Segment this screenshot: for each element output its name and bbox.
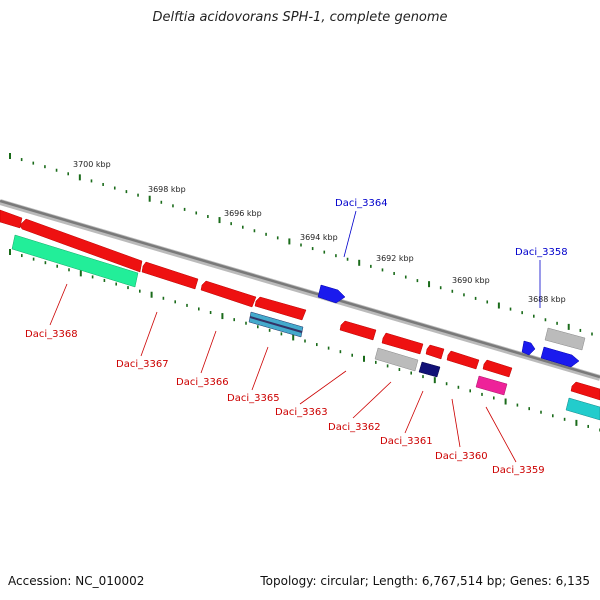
leader-daci-3368: [49, 283, 68, 326]
scale-label-3696: 3696 kbp: [224, 209, 262, 218]
leader-daci-3363: [299, 370, 347, 405]
genome-title: Delftia acidovorans SPH-1, complete geno…: [152, 10, 448, 25]
scale-label-3698: 3698 kbp: [148, 185, 186, 194]
gene-forward-blue-arrow[interactable]: [540, 346, 580, 368]
gene-forward-grey-box[interactable]: [544, 327, 586, 351]
genome-backbone-line: [0, 199, 600, 379]
leader-daci-3364: [343, 210, 357, 258]
label-daci-3366[interactable]: Daci_3366: [176, 377, 229, 388]
label-daci-3360[interactable]: Daci_3360: [435, 451, 488, 462]
gene-daci-3363-arrow[interactable]: [339, 320, 377, 341]
gene-left-edge[interactable]: [0, 209, 23, 229]
gene-daci-3364-arrow[interactable]: [317, 284, 346, 304]
label-daci-3368[interactable]: Daci_3368: [25, 329, 78, 340]
scale-label-3688: 3688 kbp: [528, 295, 566, 304]
gene-labels: Daci_3364 Daci_3358 Daci_3368 Daci_3367 …: [25, 198, 568, 476]
scale-labels: 3700 kbp 3698 kbp 3696 kbp 3694 kbp 3692…: [73, 160, 566, 304]
tick-marks: [9, 153, 600, 432]
reverse-strand-features: [11, 234, 600, 421]
label-daci-3358[interactable]: Daci_3358: [515, 247, 568, 258]
gene-daci-3365-arrow[interactable]: [254, 296, 307, 321]
reverse-strand-genes: [0, 209, 600, 401]
topology-text: Topology: circular; Length: 6,767,514 bp…: [260, 574, 590, 588]
feature-daci-3359-box[interactable]: [475, 375, 508, 396]
feature-right-edge-box[interactable]: [565, 397, 600, 421]
gene-daci-3359-arrow[interactable]: [482, 359, 513, 378]
gene-daci-3368-arrow[interactable]: [19, 218, 143, 273]
feature-daci-3365-stripe: [249, 316, 303, 333]
gene-daci-3367-arrow[interactable]: [141, 261, 199, 290]
leader-daci-3361: [404, 390, 424, 434]
gene-daci-3361-arrow[interactable]: [425, 344, 445, 360]
leader-daci-3366: [200, 330, 217, 374]
leader-daci-3359: [485, 406, 517, 463]
leader-daci-3360: [451, 398, 461, 448]
label-daci-3365[interactable]: Daci_3365: [227, 393, 280, 404]
label-daci-3362[interactable]: Daci_3362: [328, 422, 381, 433]
gene-daci-3366-arrow[interactable]: [200, 280, 257, 308]
gene-right-edge[interactable]: [570, 381, 600, 401]
scale-label-3692: 3692 kbp: [376, 254, 414, 263]
leader-daci-3362: [352, 381, 392, 419]
label-daci-3367[interactable]: Daci_3367: [116, 359, 169, 370]
scale-label-3700: 3700 kbp: [73, 160, 111, 169]
label-daci-3364[interactable]: Daci_3364: [335, 198, 388, 209]
accession-text: Accession: NC_010002: [8, 574, 145, 588]
forward-strand-genes: [317, 284, 586, 368]
gene-daci-3362-arrow[interactable]: [381, 332, 424, 355]
gene-daci-3360-arrow[interactable]: [446, 350, 480, 370]
leader-daci-3365: [251, 346, 269, 391]
label-leaders: [49, 210, 541, 463]
feature-daci-3361-box[interactable]: [418, 361, 441, 378]
label-daci-3359[interactable]: Daci_3359: [492, 465, 545, 476]
feature-daci-3368-box[interactable]: [11, 234, 139, 288]
gene-daci-3358-arrow[interactable]: [521, 340, 536, 356]
feature-daci-3362-box[interactable]: [374, 347, 419, 372]
label-daci-3363[interactable]: Daci_3363: [275, 407, 328, 418]
scale-label-3690: 3690 kbp: [452, 276, 490, 285]
label-daci-3361[interactable]: Daci_3361: [380, 436, 433, 447]
leader-daci-3367: [140, 311, 158, 357]
scale-label-3694: 3694 kbp: [300, 233, 338, 242]
